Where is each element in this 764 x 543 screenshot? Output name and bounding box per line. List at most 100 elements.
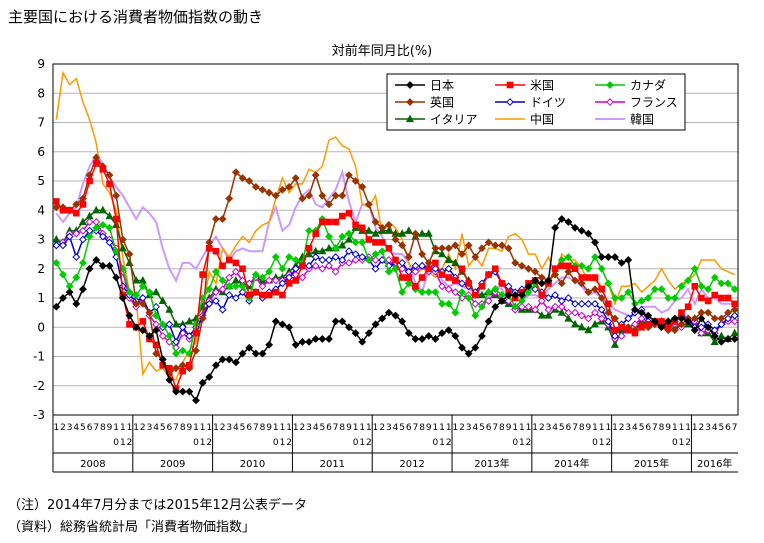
data-point	[378, 314, 387, 323]
data-point	[205, 299, 214, 308]
data-point	[199, 271, 206, 278]
x-year-label: 2012	[399, 459, 424, 470]
data-point	[391, 235, 400, 244]
data-point	[331, 244, 340, 253]
x-tick-label: 1	[273, 423, 279, 433]
data-point	[298, 337, 307, 346]
data-point	[212, 288, 220, 297]
data-point	[212, 247, 220, 255]
data-point	[618, 323, 625, 331]
data-point	[325, 232, 333, 241]
data-point	[172, 319, 181, 328]
y-tick-label: 6	[37, 145, 45, 159]
x-tick-label: 1	[605, 423, 611, 433]
data-point	[631, 329, 639, 337]
data-point	[165, 320, 174, 329]
data-point	[105, 238, 114, 247]
x-tick-label: 2	[127, 438, 133, 448]
data-point	[584, 314, 593, 323]
data-point	[225, 282, 234, 291]
data-point	[730, 311, 739, 320]
data-point	[311, 335, 320, 343]
data-point	[591, 308, 599, 317]
data-point	[371, 218, 380, 226]
data-point	[412, 283, 419, 290]
legend-item: 日本	[395, 79, 454, 93]
data-point	[165, 305, 174, 313]
x-tick-label: 6	[167, 423, 173, 433]
legend-item: フランス	[595, 96, 678, 110]
data-point	[118, 294, 127, 302]
data-point	[145, 288, 154, 297]
y-tick-label: 4	[37, 203, 45, 217]
data-point	[438, 299, 446, 308]
data-point	[597, 294, 606, 302]
x-tick-label: 1	[599, 438, 605, 448]
x-year-label: 2008	[80, 459, 105, 470]
data-point	[664, 317, 673, 326]
data-point	[471, 299, 480, 308]
data-point	[458, 250, 466, 259]
data-point	[158, 332, 167, 340]
data-point	[358, 224, 366, 232]
data-point	[571, 308, 579, 317]
data-point	[606, 81, 614, 89]
data-point	[212, 361, 220, 370]
data-point	[132, 275, 141, 284]
x-tick-label: 7	[652, 423, 658, 433]
data-point	[406, 81, 414, 89]
data-point	[398, 229, 407, 237]
data-point	[584, 229, 593, 238]
legend-item: カナダ	[595, 78, 666, 93]
y-tick-label: -2	[33, 379, 45, 393]
data-point	[231, 168, 240, 177]
data-point	[338, 191, 347, 200]
x-tick-label: 1	[113, 423, 119, 433]
x-tick-label: 1	[692, 423, 698, 433]
data-point	[438, 329, 446, 338]
x-tick-label: 2	[619, 423, 625, 433]
data-point	[218, 276, 227, 285]
data-point	[451, 288, 460, 297]
data-point	[571, 265, 579, 273]
data-point	[152, 341, 160, 349]
data-point	[66, 206, 73, 214]
data-point	[338, 256, 347, 264]
x-tick-label: 2	[60, 423, 66, 433]
data-point	[112, 191, 121, 200]
data-point	[650, 317, 659, 326]
data-point	[611, 332, 619, 340]
data-point	[698, 294, 705, 302]
legend-label: 英国	[430, 96, 454, 110]
data-point	[485, 271, 492, 278]
data-point	[344, 235, 353, 243]
x-tick-label: 6	[246, 423, 252, 433]
x-year-label: 2014年	[554, 457, 589, 470]
data-point	[464, 294, 473, 302]
data-point	[358, 238, 367, 247]
x-tick-label: 1	[679, 438, 685, 448]
chart-subtitle: 対前年同月比(%)	[331, 44, 433, 59]
series-日本	[52, 215, 739, 405]
data-point	[285, 253, 293, 261]
data-point	[564, 267, 573, 276]
data-point	[657, 323, 666, 332]
data-point	[325, 256, 333, 264]
data-point	[452, 277, 459, 284]
x-tick-label: 5	[719, 423, 725, 433]
data-point	[544, 311, 553, 319]
x-tick-label: 1	[612, 423, 618, 433]
data-point	[152, 311, 160, 320]
data-point	[604, 317, 613, 326]
x-tick-label: 8	[260, 423, 266, 433]
data-point	[392, 256, 399, 264]
x-tick-label: 6	[87, 423, 93, 433]
x-tick-label: 8	[659, 423, 665, 433]
data-point	[477, 290, 486, 299]
data-point	[251, 182, 260, 191]
data-point	[245, 279, 254, 288]
x-tick-label: 1	[672, 423, 678, 433]
data-point	[132, 291, 141, 299]
data-point	[458, 288, 466, 297]
data-point	[278, 279, 287, 288]
